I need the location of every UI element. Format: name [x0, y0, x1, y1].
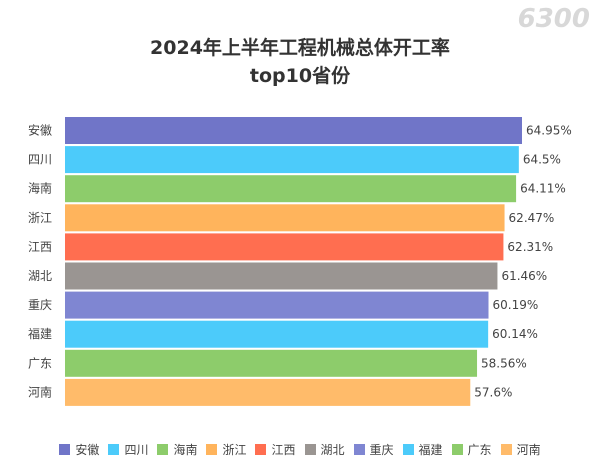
bar-安徽 [65, 117, 522, 144]
category-label: 湖北 [28, 268, 52, 283]
legend-swatch [353, 444, 365, 455]
bar-海南 [65, 175, 517, 203]
category-label: 江西 [28, 240, 52, 254]
legend-label: 湖北 [320, 443, 345, 457]
legend-item[interactable]: 四川 [108, 441, 148, 458]
legend-swatch [500, 444, 512, 455]
legend-swatch [304, 444, 316, 455]
legend-swatch [206, 444, 218, 455]
legend-item[interactable]: 广东 [451, 441, 492, 458]
legend-swatch [402, 444, 414, 455]
legend-item[interactable]: 海南 [157, 441, 197, 458]
legend-label: 江西 [271, 443, 296, 457]
legend-label: 福建 [418, 443, 443, 457]
legend-item[interactable]: 湖北 [304, 441, 345, 458]
legend-label: 广东 [467, 443, 492, 457]
legend-item[interactable]: 江西 [255, 441, 296, 458]
value-label: 60.19% [493, 298, 539, 312]
legend-swatch [157, 444, 169, 455]
legend-swatch [255, 444, 267, 455]
legend-label: 四川 [124, 443, 149, 457]
value-label: 58.56% [481, 356, 527, 370]
category-label: 广东 [28, 356, 52, 370]
value-label: 62.47% [509, 211, 555, 225]
legend-label: 河南 [516, 443, 541, 457]
bar-河南 [65, 378, 471, 406]
legend-swatch [108, 444, 120, 455]
legend-item[interactable]: 安徽 [59, 441, 99, 458]
legend-label: 浙江 [222, 443, 247, 457]
bar-广东 [65, 349, 478, 377]
category-label: 河南 [28, 384, 52, 399]
category-label: 安徽 [28, 123, 52, 138]
value-label: 61.46% [501, 269, 547, 283]
category-label: 重庆 [28, 298, 52, 312]
bar-四川 [65, 146, 519, 174]
legend-label: 重庆 [369, 443, 394, 457]
bar-江西 [65, 233, 504, 261]
legend-swatch [451, 444, 463, 455]
value-label: 64.95% [526, 124, 572, 138]
legend-label: 安徽 [75, 443, 100, 457]
category-label: 浙江 [28, 211, 52, 225]
category-label: 四川 [28, 153, 52, 167]
chart-subtitle: top10省份 [249, 65, 351, 87]
chart-title: 2024年上半年工程机械总体开工率 [150, 37, 450, 59]
value-label: 64.11% [520, 182, 566, 196]
value-label: 64.5% [523, 153, 561, 167]
legend-swatch [59, 444, 71, 455]
legend-item[interactable]: 浙江 [206, 441, 246, 458]
legend: 安徽 四川 海南 浙江 江西 湖北 重庆 福建 广东 河南 [0, 441, 600, 458]
watermark-logo: 6300 [517, 4, 590, 34]
category-label: 福建 [28, 326, 52, 341]
bar-浙江 [65, 204, 505, 232]
legend-item[interactable]: 河南 [500, 441, 541, 458]
value-label: 57.6% [474, 385, 512, 399]
legend-item[interactable]: 重庆 [353, 441, 394, 458]
value-label: 60.14% [492, 327, 538, 341]
legend-item[interactable]: 福建 [402, 441, 443, 458]
bar-湖北 [65, 262, 498, 290]
bar-重庆 [65, 291, 489, 319]
value-label: 62.31% [507, 240, 553, 254]
bar-福建 [65, 320, 489, 348]
legend-label: 海南 [173, 443, 198, 457]
category-label: 海南 [28, 181, 52, 196]
